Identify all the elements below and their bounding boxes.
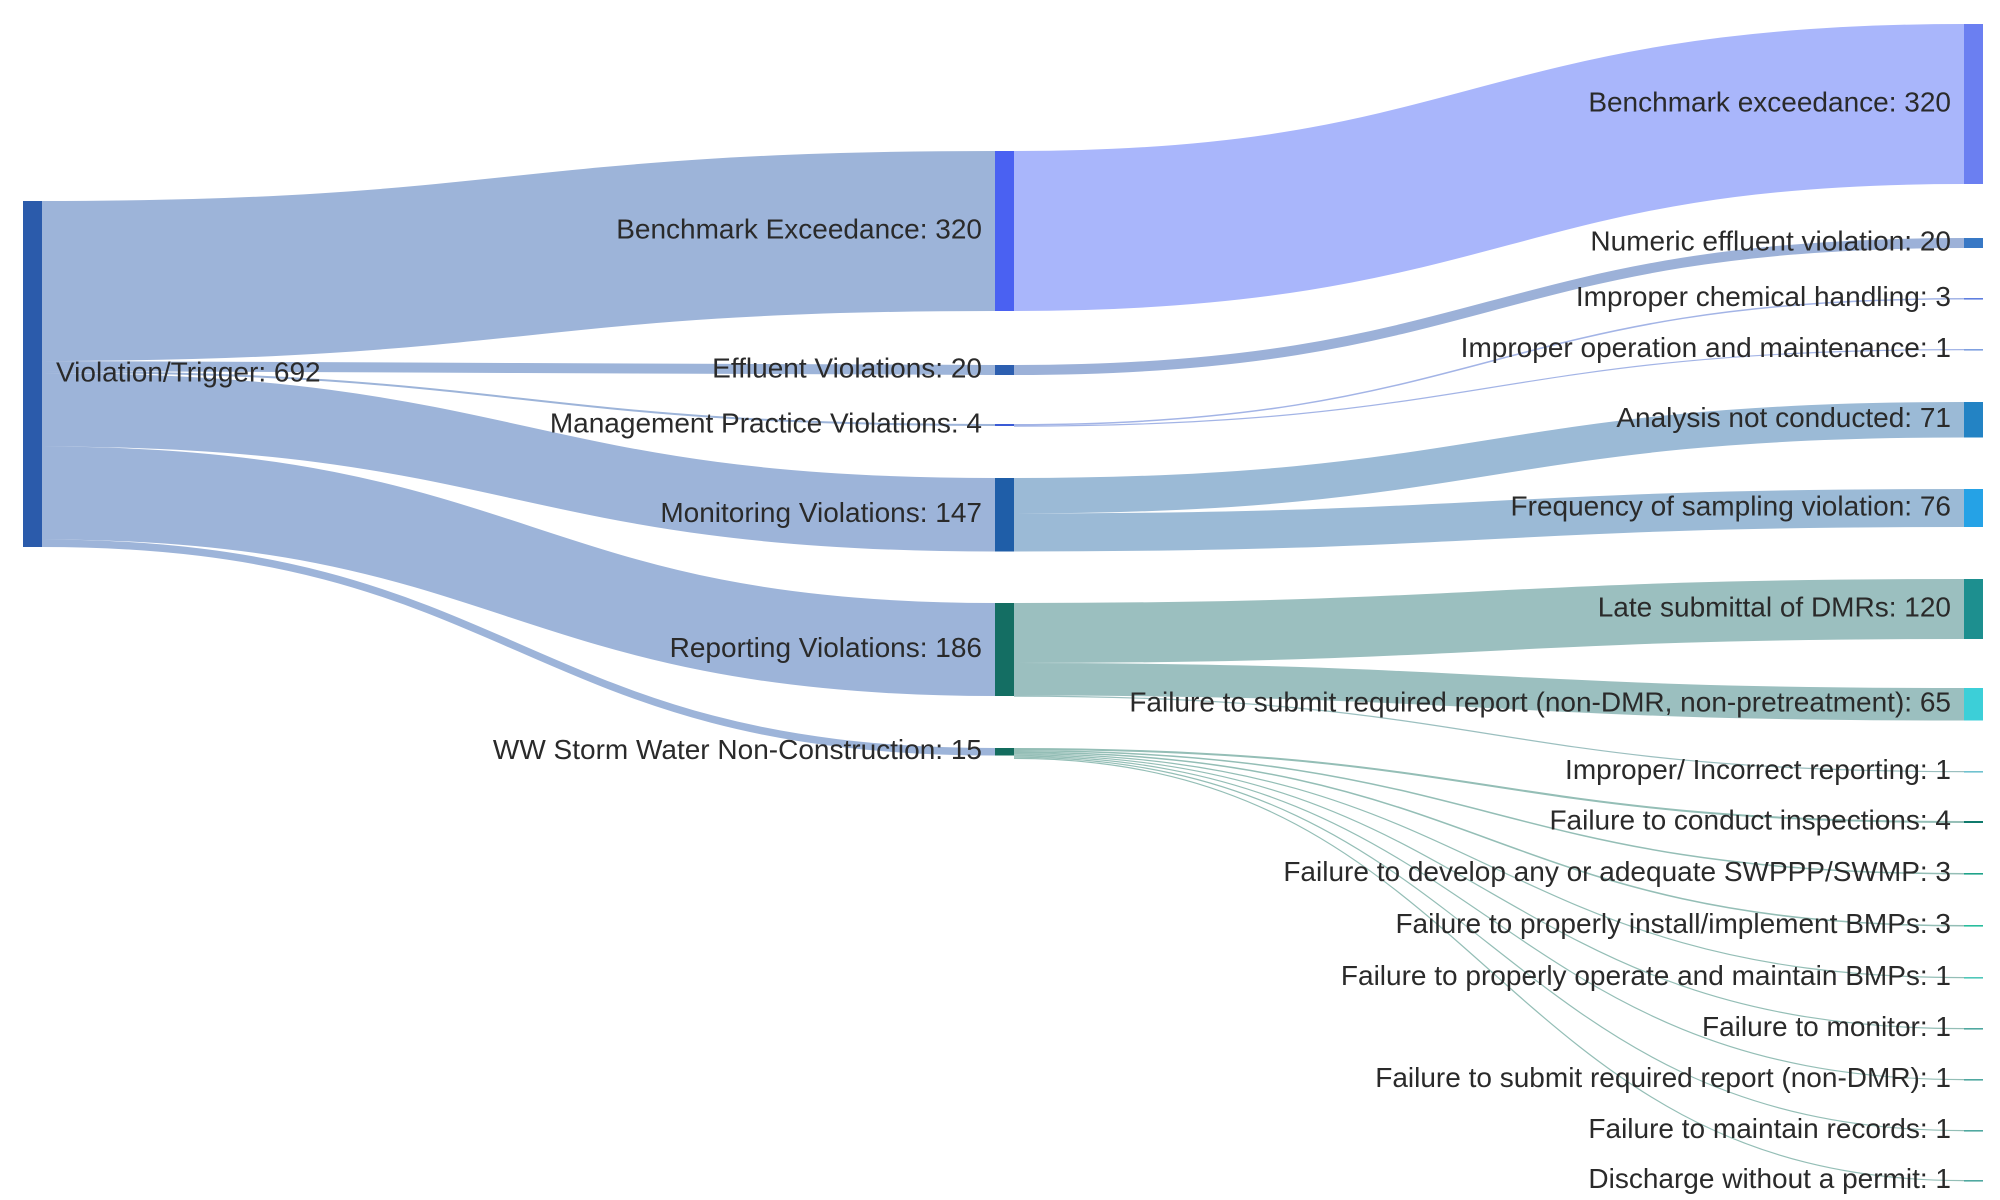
labels-layer: Violation/Trigger: 692 Benchmark Exceedan…	[56, 86, 1951, 1194]
node-t_improper	[1964, 771, 1983, 773]
link-ww-to-t_monitor	[1013, 754, 1965, 1030]
link-ww-to-t_operate	[1013, 753, 1965, 979]
label-t_swppp: Failure to develop any or adequate SWPPP…	[1283, 856, 1951, 887]
label-t_om: Improper operation and maintenance: 1	[1461, 332, 1951, 363]
node-root	[23, 201, 42, 547]
node-t_fsrr	[1964, 688, 1983, 721]
link-report-to-t_fsrr	[1013, 663, 1965, 721]
label-t_records: Failure to maintain records: 1	[1588, 1113, 1951, 1144]
label-mgmt: Management Practice Violations: 4	[550, 407, 982, 438]
label-t_fsrr: Failure to submit required report (non-D…	[1129, 687, 1951, 718]
label-t_analysis: Analysis not conducted: 71	[1616, 402, 1951, 433]
node-t_operate	[1964, 977, 1983, 979]
link-root-to-report	[41, 446, 996, 696]
nodes-layer	[23, 24, 1983, 1182]
node-t_late	[1964, 579, 1983, 639]
node-t_chem	[1964, 298, 1983, 300]
label-effl: Effluent Violations: 20	[712, 352, 982, 383]
label-t_srnd: Failure to submit required report (non-D…	[1375, 1062, 1951, 1093]
label-report: Reporting Violations: 186	[670, 632, 982, 663]
node-t_analysis	[1964, 402, 1983, 438]
label-t_numeric: Numeric effluent violation: 20	[1590, 225, 1951, 256]
node-bench	[995, 151, 1014, 311]
link-monit-to-t_freq	[1013, 489, 1965, 552]
node-t_inspect	[1964, 821, 1983, 823]
node-t_srnd	[1964, 1079, 1983, 1081]
label-monit: Monitoring Violations: 147	[660, 497, 982, 528]
link-root-to-effl	[41, 361, 996, 375]
label-t_monitor: Failure to monitor: 1	[1702, 1011, 1951, 1042]
link-report-to-t_late	[1013, 579, 1965, 663]
label-t_inspect: Failure to conduct inspections: 4	[1549, 804, 1951, 835]
link-ww-to-t_srnd	[1013, 755, 1965, 1081]
link-ww-to-t_discharge	[1013, 757, 1965, 1182]
label-bench: Benchmark Exceedance: 320	[616, 213, 982, 244]
label-root: Violation/Trigger: 692	[56, 356, 321, 387]
label-t_late: Late submittal of DMRs: 120	[1598, 591, 1951, 622]
node-t_numeric	[1964, 238, 1983, 248]
label-t_discharge: Discharge without a permit: 1	[1588, 1163, 1951, 1194]
label-t_improper: Improper/ Incorrect reporting: 1	[1565, 754, 1951, 785]
link-root-to-bench	[41, 151, 996, 361]
node-t_discharge	[1964, 1180, 1983, 1182]
link-mgmt-to-t_om	[1013, 349, 1965, 427]
label-ww: WW Storm Water Non-Construction: 15	[493, 734, 982, 765]
link-root-to-monit	[41, 373, 996, 552]
label-t_bench: Benchmark exceedance: 320	[1588, 86, 1951, 117]
label-t_operate: Failure to properly operate and maintain…	[1341, 960, 1951, 991]
node-t_swppp	[1964, 873, 1983, 875]
node-t_freq	[1964, 489, 1983, 527]
node-t_monitor	[1964, 1028, 1983, 1030]
node-t_bench	[1964, 24, 1983, 184]
link-bench-to-t_bench	[1013, 24, 1965, 311]
link-ww-to-t_records	[1013, 756, 1965, 1132]
link-effl-to-t_numeric	[1013, 238, 1965, 375]
node-t_install	[1964, 925, 1983, 927]
node-monit	[995, 478, 1014, 552]
link-monit-to-t_analysis	[1013, 402, 1965, 514]
node-t_om	[1964, 349, 1983, 351]
link-ww-to-t_inspect	[1013, 748, 1965, 823]
node-report	[995, 603, 1014, 696]
link-mgmt-to-t_chem	[1013, 298, 1965, 426]
node-effl	[995, 365, 1014, 375]
links-layer	[41, 24, 1965, 1182]
link-report-to-t_improper	[1013, 695, 1965, 773]
link-ww-to-t_swppp	[1013, 750, 1965, 875]
label-t_install: Failure to properly install/implement BM…	[1395, 908, 1951, 939]
node-mgmt	[995, 424, 1014, 426]
link-root-to-mgmt	[41, 371, 996, 426]
link-ww-to-t_install	[1013, 751, 1965, 927]
label-t_chem: Improper chemical handling: 3	[1576, 281, 1951, 312]
node-t_records	[1964, 1130, 1983, 1132]
link-root-to-ww	[41, 539, 996, 756]
node-ww	[995, 748, 1014, 756]
label-t_freq: Frequency of sampling violation: 76	[1511, 490, 1951, 521]
